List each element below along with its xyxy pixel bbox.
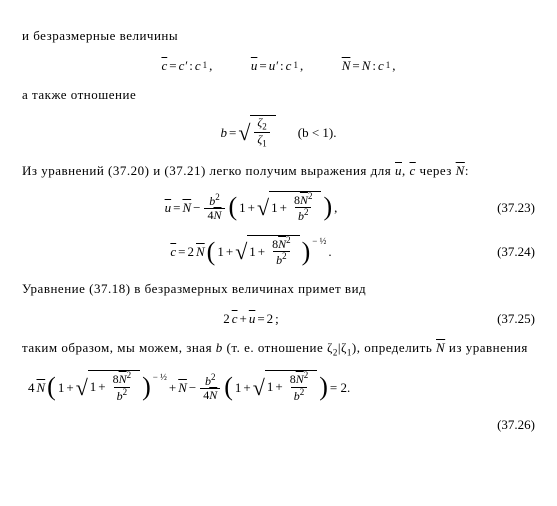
- equation-b-def: b = √ ζ2 ζ1 (b < 1).: [22, 115, 535, 152]
- equation-37-26-num: (37.26): [22, 415, 535, 435]
- eqnum-37-25: (37.25): [480, 309, 535, 329]
- text-intro-2: а также отношение: [22, 85, 535, 105]
- eqnum-37-26: (37.26): [480, 415, 535, 435]
- equation-37-26: 4N ( 1 + √ 1 + 8N2 b2 )− ½ + N − b2: [22, 370, 535, 404]
- equation-37-25: 2c + u = 2; (37.25): [22, 309, 535, 329]
- text-intro-5: таким образом, мы можем, зная b (т. е. о…: [22, 338, 535, 360]
- text-intro-3: Из уравнений (37.20) и (37.21) легко пол…: [22, 161, 535, 181]
- eqnum-37-24: (37.24): [480, 242, 535, 262]
- equation-37-23: u = N − b2 4N ( 1 + √ 1 + 8N2 b2: [22, 191, 535, 225]
- text-intro-4: Уравнение (37.18) в безразмерных величин…: [22, 279, 535, 299]
- equation-defs: c = c′ : c1, u = u′ : c1, N = N : c1,: [22, 56, 535, 76]
- text-intro-1: и безразмерные величины: [22, 26, 535, 46]
- equation-37-24: c = 2N ( 1 + √ 1 + 8N2 b2 )− ½ . (37.24): [22, 235, 535, 269]
- eqnum-37-23: (37.23): [480, 198, 535, 218]
